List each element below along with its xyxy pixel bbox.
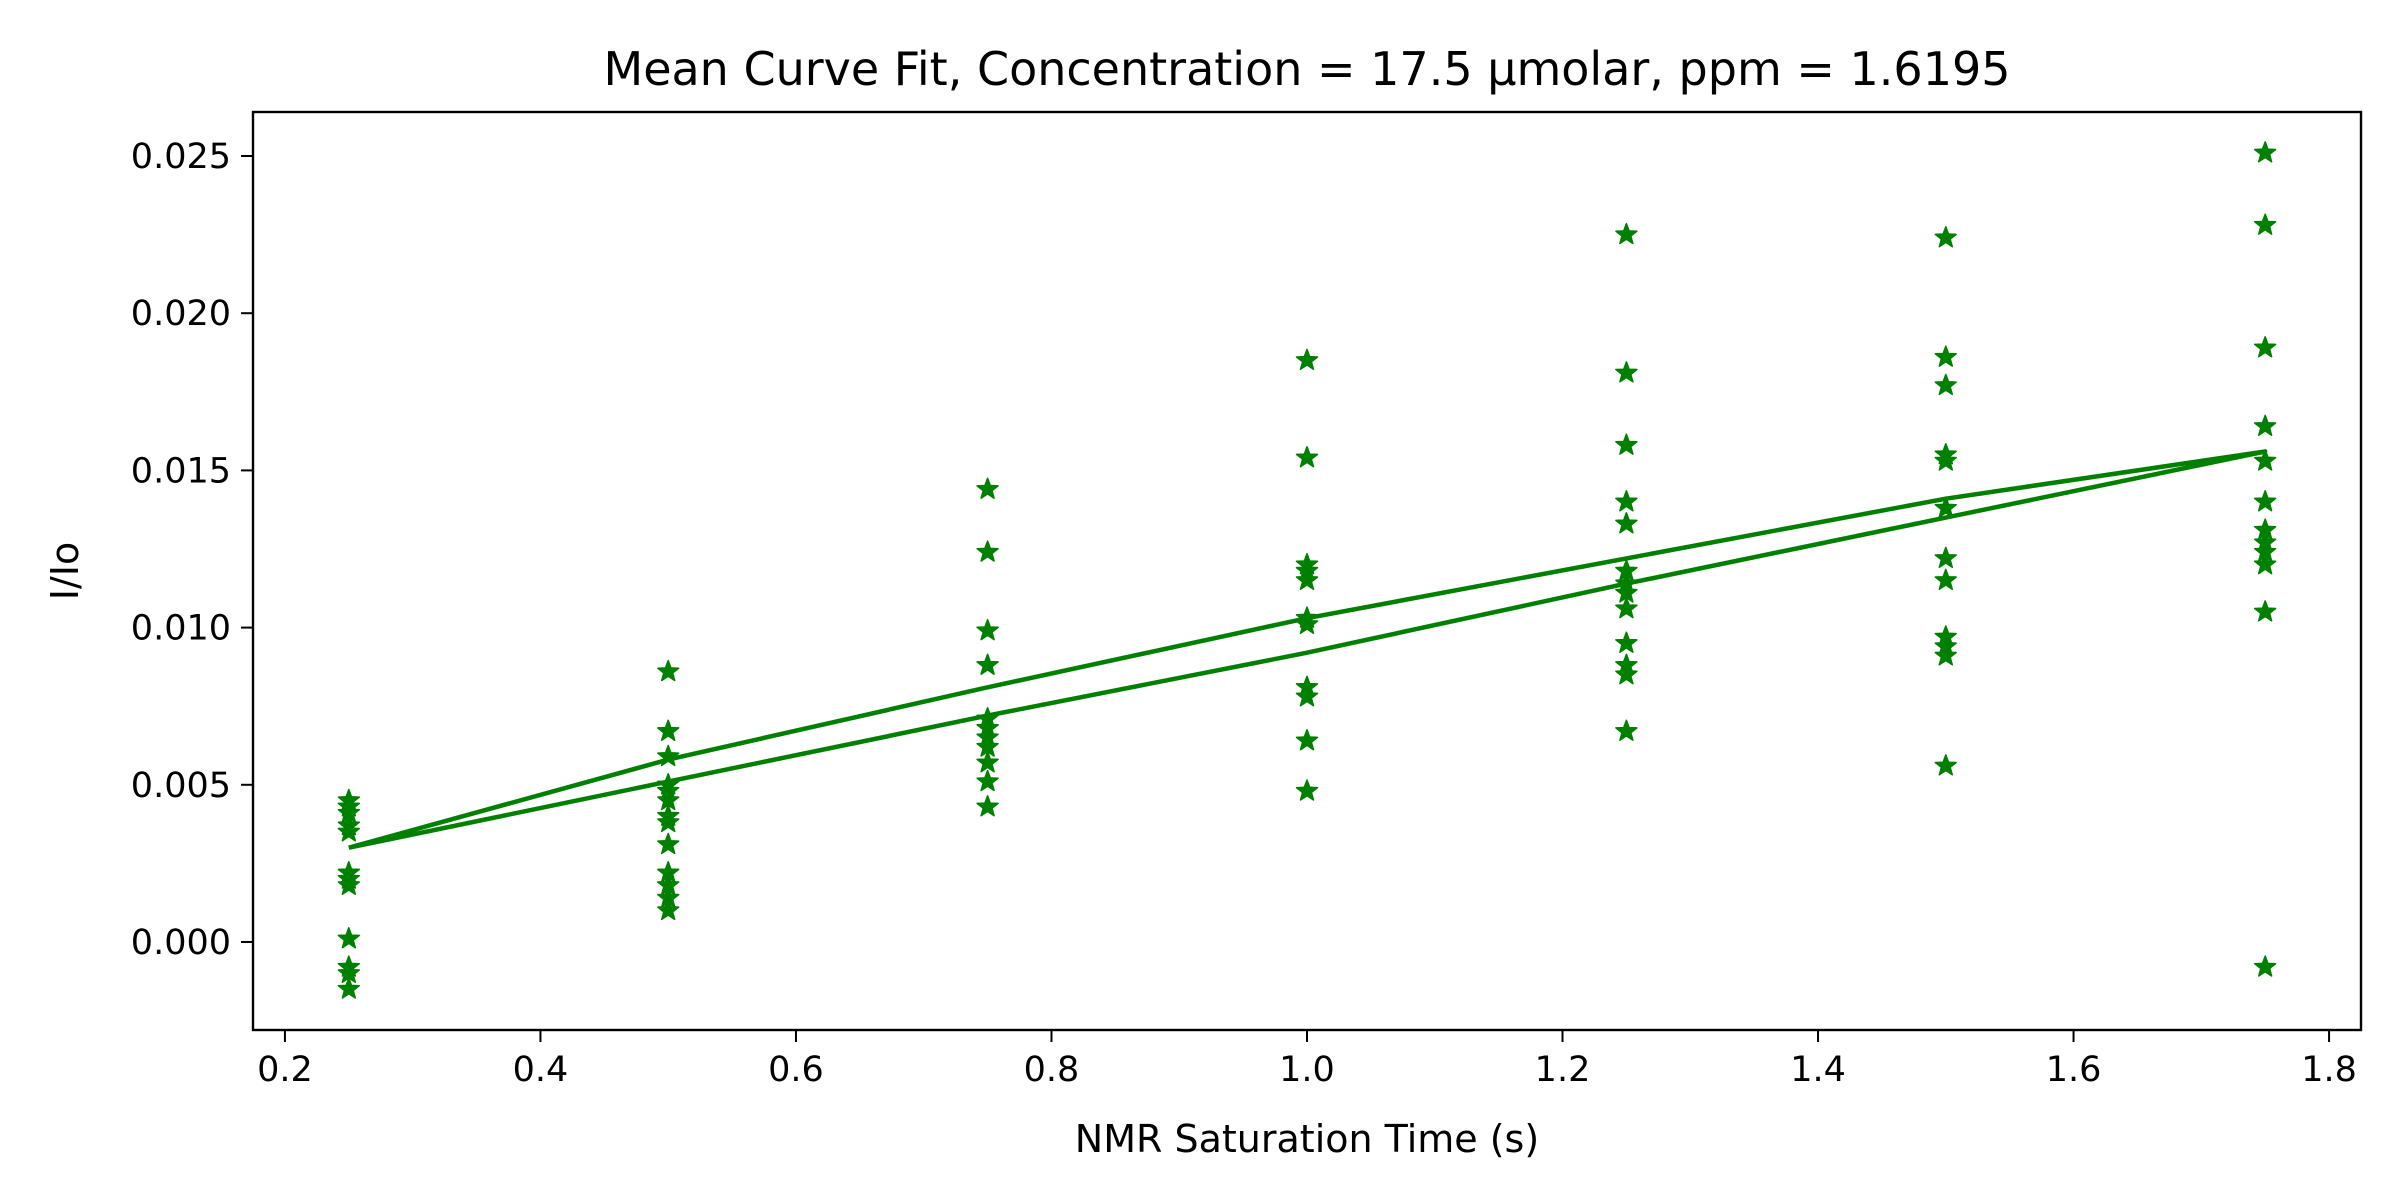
- data-point-star: [2253, 213, 2277, 235]
- data-point-star: [976, 795, 999, 817]
- data-point-star: [1295, 685, 1319, 707]
- data-point-star: [1934, 373, 1957, 396]
- data-point-star: [657, 719, 680, 741]
- x-tick-label: 1.0: [1279, 1050, 1335, 1090]
- data-point-star: [1934, 644, 1957, 666]
- data-point-star: [1295, 348, 1319, 371]
- y-tick-label: 0.005: [131, 766, 231, 806]
- x-tick-label: 0.2: [257, 1050, 313, 1090]
- data-point-star: [1295, 612, 1319, 635]
- data-point-star: [1934, 754, 1957, 776]
- data-point-star: [2253, 414, 2277, 437]
- data-point-star: [657, 659, 680, 682]
- chart-title: Mean Curve Fit, Concentration = 17.5 µmo…: [604, 42, 2011, 96]
- data-point-star: [1934, 546, 1957, 569]
- x-tick-label: 0.4: [513, 1050, 569, 1090]
- data-point-star: [2253, 552, 2277, 575]
- x-tick-label: 1.6: [2046, 1050, 2102, 1090]
- data-point-star: [976, 769, 999, 792]
- y-axis-label: I/Io: [43, 542, 87, 600]
- data-point-star: [1295, 729, 1319, 751]
- data-point-star: [1615, 222, 1638, 245]
- data-point-star: [2253, 449, 2277, 471]
- data-point-star: [337, 820, 361, 842]
- plot-frame: [251, 110, 2363, 1032]
- data-point-star: [1295, 446, 1319, 468]
- data-point-star: [1934, 496, 1957, 518]
- x-tick-label: 1.4: [1790, 1050, 1846, 1090]
- data-point-star: [976, 618, 999, 641]
- data-point-star: [337, 927, 361, 949]
- x-tick-label: 1.2: [1535, 1050, 1591, 1090]
- x-tick-label: 1.8: [2301, 1050, 2357, 1090]
- data-point-star: [337, 977, 361, 999]
- data-point-star: [1615, 433, 1638, 455]
- x-tick-label: 0.8: [1024, 1050, 1080, 1090]
- data-point-star: [976, 540, 999, 562]
- x-axis-label: NMR Saturation Time (s): [1075, 1117, 1539, 1161]
- data-point-star: [657, 832, 680, 855]
- data-point-star: [657, 744, 680, 767]
- data-point-star: [1295, 568, 1319, 591]
- data-point-star: [657, 810, 680, 833]
- y-tick-label: 0.015: [131, 451, 231, 491]
- data-point-star: [1934, 226, 1957, 248]
- x-axis: 0.2 0.4 0.6 0.8 1.0 1.2 1.4 1.6 1.8: [257, 1030, 2357, 1090]
- y-axis: 0.000 0.005 0.010 0.015 0.020 0.025: [131, 137, 253, 963]
- data-point-star: [2253, 141, 2277, 163]
- data-point-star: [2253, 336, 2277, 358]
- data-point-star: [1615, 596, 1638, 619]
- data-point-star: [1615, 719, 1638, 741]
- data-point-star: [1934, 568, 1957, 591]
- data-point-star: [657, 898, 680, 921]
- y-tick-label: 0.010: [131, 609, 231, 649]
- data-point-star: [976, 477, 999, 499]
- data-point-star: [976, 751, 999, 773]
- plot-area: [337, 141, 2277, 999]
- data-point-star: [1615, 490, 1638, 512]
- data-point-star: [1295, 779, 1319, 801]
- data-point-star: [1615, 361, 1638, 383]
- data-point-star: [2253, 600, 2277, 622]
- y-tick-label: 0.000: [131, 923, 231, 963]
- data-point-star: [1934, 449, 1957, 471]
- data-point-star: [1615, 631, 1638, 653]
- y-tick-label: 0.020: [131, 294, 231, 334]
- y-tick-label: 0.025: [131, 137, 231, 177]
- data-point-star: [1615, 512, 1638, 534]
- data-point-star: [1934, 345, 1957, 367]
- data-point-star: [1615, 662, 1638, 685]
- data-point-star: [2253, 490, 2277, 512]
- data-point-star: [2253, 955, 2277, 977]
- data-point-star: [337, 873, 361, 896]
- data-point-star: [976, 653, 999, 675]
- x-tick-label: 0.6: [768, 1050, 824, 1090]
